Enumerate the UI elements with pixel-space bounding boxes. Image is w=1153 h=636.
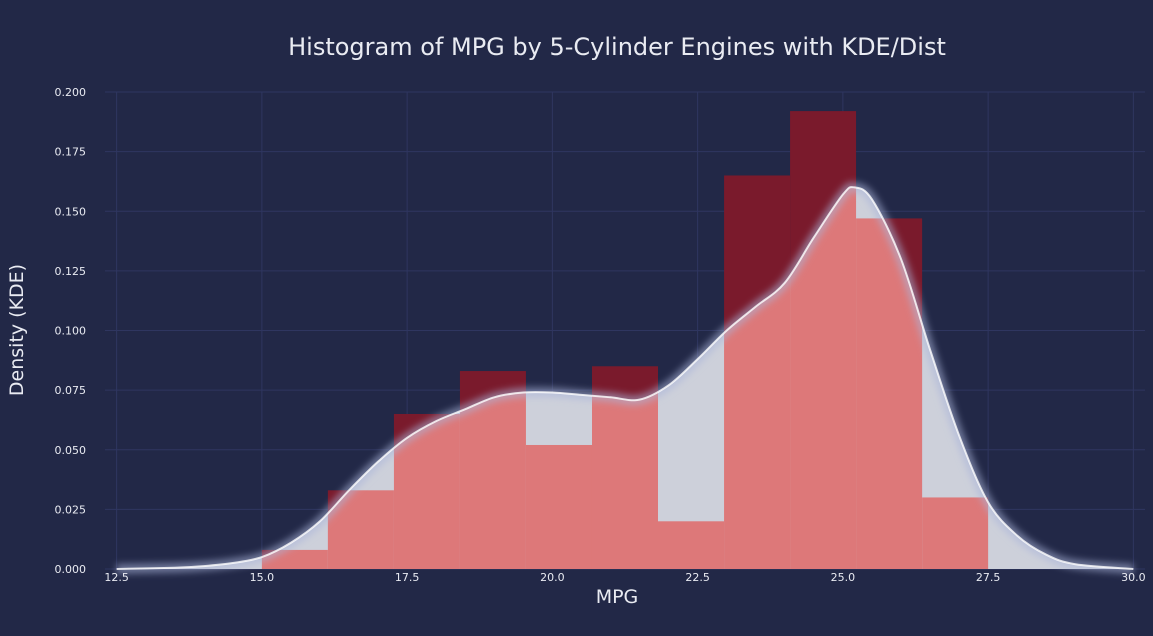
x-tick-label: 20.0 <box>540 571 565 584</box>
kde-line <box>116 186 1134 570</box>
y-tick-label: 0.200 <box>55 86 87 99</box>
histogram-kde-overlap <box>261 187 989 569</box>
x-tick-label: 17.5 <box>395 571 420 584</box>
x-tick-label: 15.0 <box>250 571 275 584</box>
y-tick-label: 0.150 <box>55 205 87 218</box>
y-tick-label: 0.050 <box>55 444 87 457</box>
x-tick-label: 12.5 <box>104 571 129 584</box>
x-tick-label: 22.5 <box>685 571 710 584</box>
y-tick-label: 0.075 <box>55 384 87 397</box>
x-tick-label: 25.0 <box>831 571 856 584</box>
y-tick-label: 0.125 <box>55 265 87 278</box>
y-tick-label: 0.175 <box>55 146 87 159</box>
y-tick-label: 0.100 <box>55 325 87 338</box>
x-tick-label: 30.0 <box>1121 571 1146 584</box>
histogram-bar-overlap <box>525 444 592 569</box>
histogram-bar-overlap <box>658 521 725 569</box>
y-tick-label: 0.025 <box>55 503 87 516</box>
y-tick-labels: 0.000 0.025 0.050 0.075 0.100 0.125 0.150 0.175… <box>55 86 87 576</box>
x-tick-label: 27.5 <box>976 571 1001 584</box>
x-tick-labels: 12.5 15.0 17.5 20.0 22.5 25.0 27.5 30.0 <box>104 571 1145 584</box>
chart-title: Histogram of MPG by 5-Cylinder Engines w… <box>288 33 946 61</box>
y-tick-label: 0.000 <box>55 563 87 576</box>
x-axis-label: MPG <box>596 586 639 608</box>
histogram-bar-overlap <box>922 497 989 569</box>
y-axis-label: Density (KDE) <box>6 264 28 396</box>
